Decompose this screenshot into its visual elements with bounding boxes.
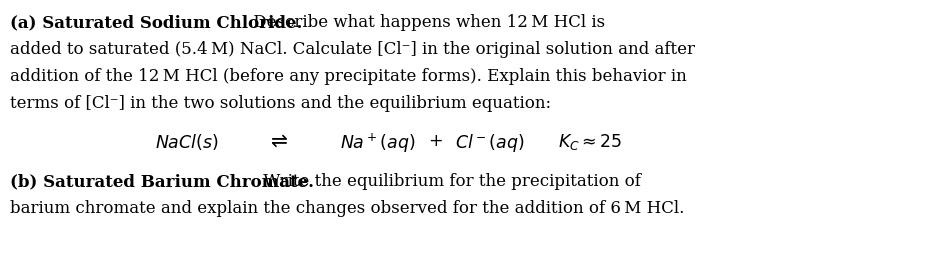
Text: (a) Saturated Sodium Chloride.: (a) Saturated Sodium Chloride. [10,14,303,31]
Text: $\mathit{Cl^-(aq)}$: $\mathit{Cl^-(aq)}$ [455,132,525,154]
Text: barium chromate and explain the changes observed for the addition of 6 M HCl.: barium chromate and explain the changes … [10,200,684,217]
Text: $\mathit{NaCl(s)}$: $\mathit{NaCl(s)}$ [155,132,219,152]
Text: added to saturated (5.4 M) NaCl. Calculate [Cl⁻] in the original solution and af: added to saturated (5.4 M) NaCl. Calcula… [10,41,695,58]
Text: Write the equilibrium for the precipitation of: Write the equilibrium for the precipitat… [258,173,641,190]
Text: addition of the 12 M HCl (before any precipitate forms). Explain this behavior i: addition of the 12 M HCl (before any pre… [10,68,687,85]
Text: (b) Saturated Barium Chromate.: (b) Saturated Barium Chromate. [10,173,314,190]
Text: terms of [Cl⁻] in the two solutions and the equilibrium equation:: terms of [Cl⁻] in the two solutions and … [10,95,551,112]
Text: $\mathit{\rightleftharpoons}$: $\mathit{\rightleftharpoons}$ [267,132,289,151]
Text: $\mathit{Na^+(aq)}$: $\mathit{Na^+(aq)}$ [340,132,415,155]
Text: $\mathit{K_C} \approx 25$: $\mathit{K_C} \approx 25$ [558,132,622,152]
Text: Describe what happens when 12 M HCl is: Describe what happens when 12 M HCl is [248,14,605,31]
Text: $+$: $+$ [428,132,443,150]
